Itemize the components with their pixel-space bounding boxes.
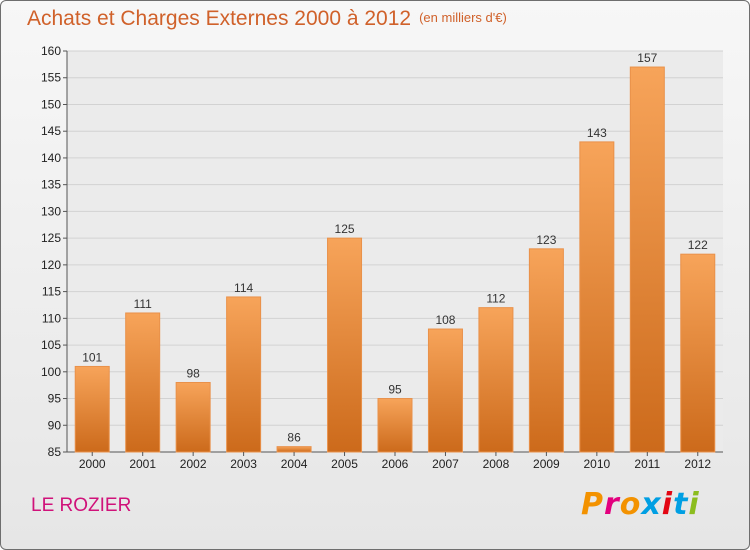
logo-letter: i xyxy=(688,487,700,522)
logo-letter: i xyxy=(661,487,674,522)
x-tick-label-2002: 2002 xyxy=(180,457,207,471)
x-tick-label-2004: 2004 xyxy=(281,457,308,471)
bar-2010 xyxy=(579,141,615,453)
value-label-2000: 101 xyxy=(82,350,102,364)
value-label-2003: 114 xyxy=(234,281,253,295)
value-label-2012: 122 xyxy=(688,238,708,252)
value-label-2006: 95 xyxy=(388,383,402,397)
x-tick-label-2012: 2012 xyxy=(684,457,711,471)
proxiti-logo: Proxiti xyxy=(581,487,700,522)
chart-subtitle: (en milliers d'€) xyxy=(419,10,507,25)
logo-letter: r xyxy=(604,487,620,522)
chart-title: Achats et Charges Externes 2000 à 2012 (e… xyxy=(27,7,507,31)
bar-2008 xyxy=(478,307,514,453)
bar-2009 xyxy=(528,248,564,453)
x-tick-label-2006: 2006 xyxy=(382,457,409,471)
bar-2005 xyxy=(327,237,363,453)
value-label-2008: 112 xyxy=(486,292,505,306)
x-tick-label-2005: 2005 xyxy=(331,457,358,471)
y-tick-label-130: 130 xyxy=(41,204,61,218)
x-tick-label-2003: 2003 xyxy=(230,457,257,471)
y-tick-label-160: 160 xyxy=(41,44,61,58)
bar-2004 xyxy=(276,446,312,453)
logo-letter: P xyxy=(581,487,604,522)
y-tick-label-155: 155 xyxy=(41,71,61,85)
logo-letter: o xyxy=(619,487,642,522)
y-tick-label-125: 125 xyxy=(41,231,61,245)
y-tick-label-135: 135 xyxy=(41,178,61,192)
x-tick-label-2000: 2000 xyxy=(79,457,106,471)
x-tick-label-2001: 2001 xyxy=(129,457,156,471)
y-tick-label-90: 90 xyxy=(48,418,62,432)
value-label-2011: 157 xyxy=(637,51,657,65)
x-tick-label-2007: 2007 xyxy=(432,457,459,471)
bar-2007 xyxy=(427,328,463,453)
y-tick-label-95: 95 xyxy=(48,392,62,406)
y-tick-label-140: 140 xyxy=(41,151,61,165)
bar-2011 xyxy=(629,66,665,453)
bar-2012 xyxy=(680,253,716,453)
logo-letter: x xyxy=(641,487,662,522)
y-tick-label-85: 85 xyxy=(48,445,62,459)
value-label-2007: 108 xyxy=(435,313,455,327)
x-tick-label-2009: 2009 xyxy=(533,457,560,471)
y-tick-label-100: 100 xyxy=(41,365,61,379)
y-tick-label-115: 115 xyxy=(42,285,61,299)
bar-2003 xyxy=(226,296,262,453)
bar-2001 xyxy=(125,312,161,453)
value-label-2001: 111 xyxy=(134,297,153,311)
x-tick-label-2010: 2010 xyxy=(583,457,610,471)
x-tick-label-2011: 2011 xyxy=(634,457,660,471)
value-label-2010: 143 xyxy=(587,126,607,140)
commune-name: LE ROZIER xyxy=(31,495,132,516)
y-tick-label-110: 110 xyxy=(42,311,61,325)
logo-letter: t xyxy=(673,487,689,522)
y-tick-label-120: 120 xyxy=(41,258,61,272)
value-label-2009: 123 xyxy=(536,233,556,247)
value-label-2004: 86 xyxy=(287,431,301,445)
y-tick-label-105: 105 xyxy=(41,338,61,352)
bar-2000 xyxy=(74,365,110,453)
y-tick-label-150: 150 xyxy=(41,97,61,111)
x-tick-label-2008: 2008 xyxy=(483,457,510,471)
chart-title-text: Achats et Charges Externes 2000 à 2012 xyxy=(27,7,412,30)
y-tick-label-145: 145 xyxy=(41,124,61,138)
value-label-2002: 98 xyxy=(186,366,200,380)
value-label-2005: 125 xyxy=(335,222,355,236)
bar-2006 xyxy=(377,398,413,453)
bar-2002 xyxy=(175,381,211,453)
